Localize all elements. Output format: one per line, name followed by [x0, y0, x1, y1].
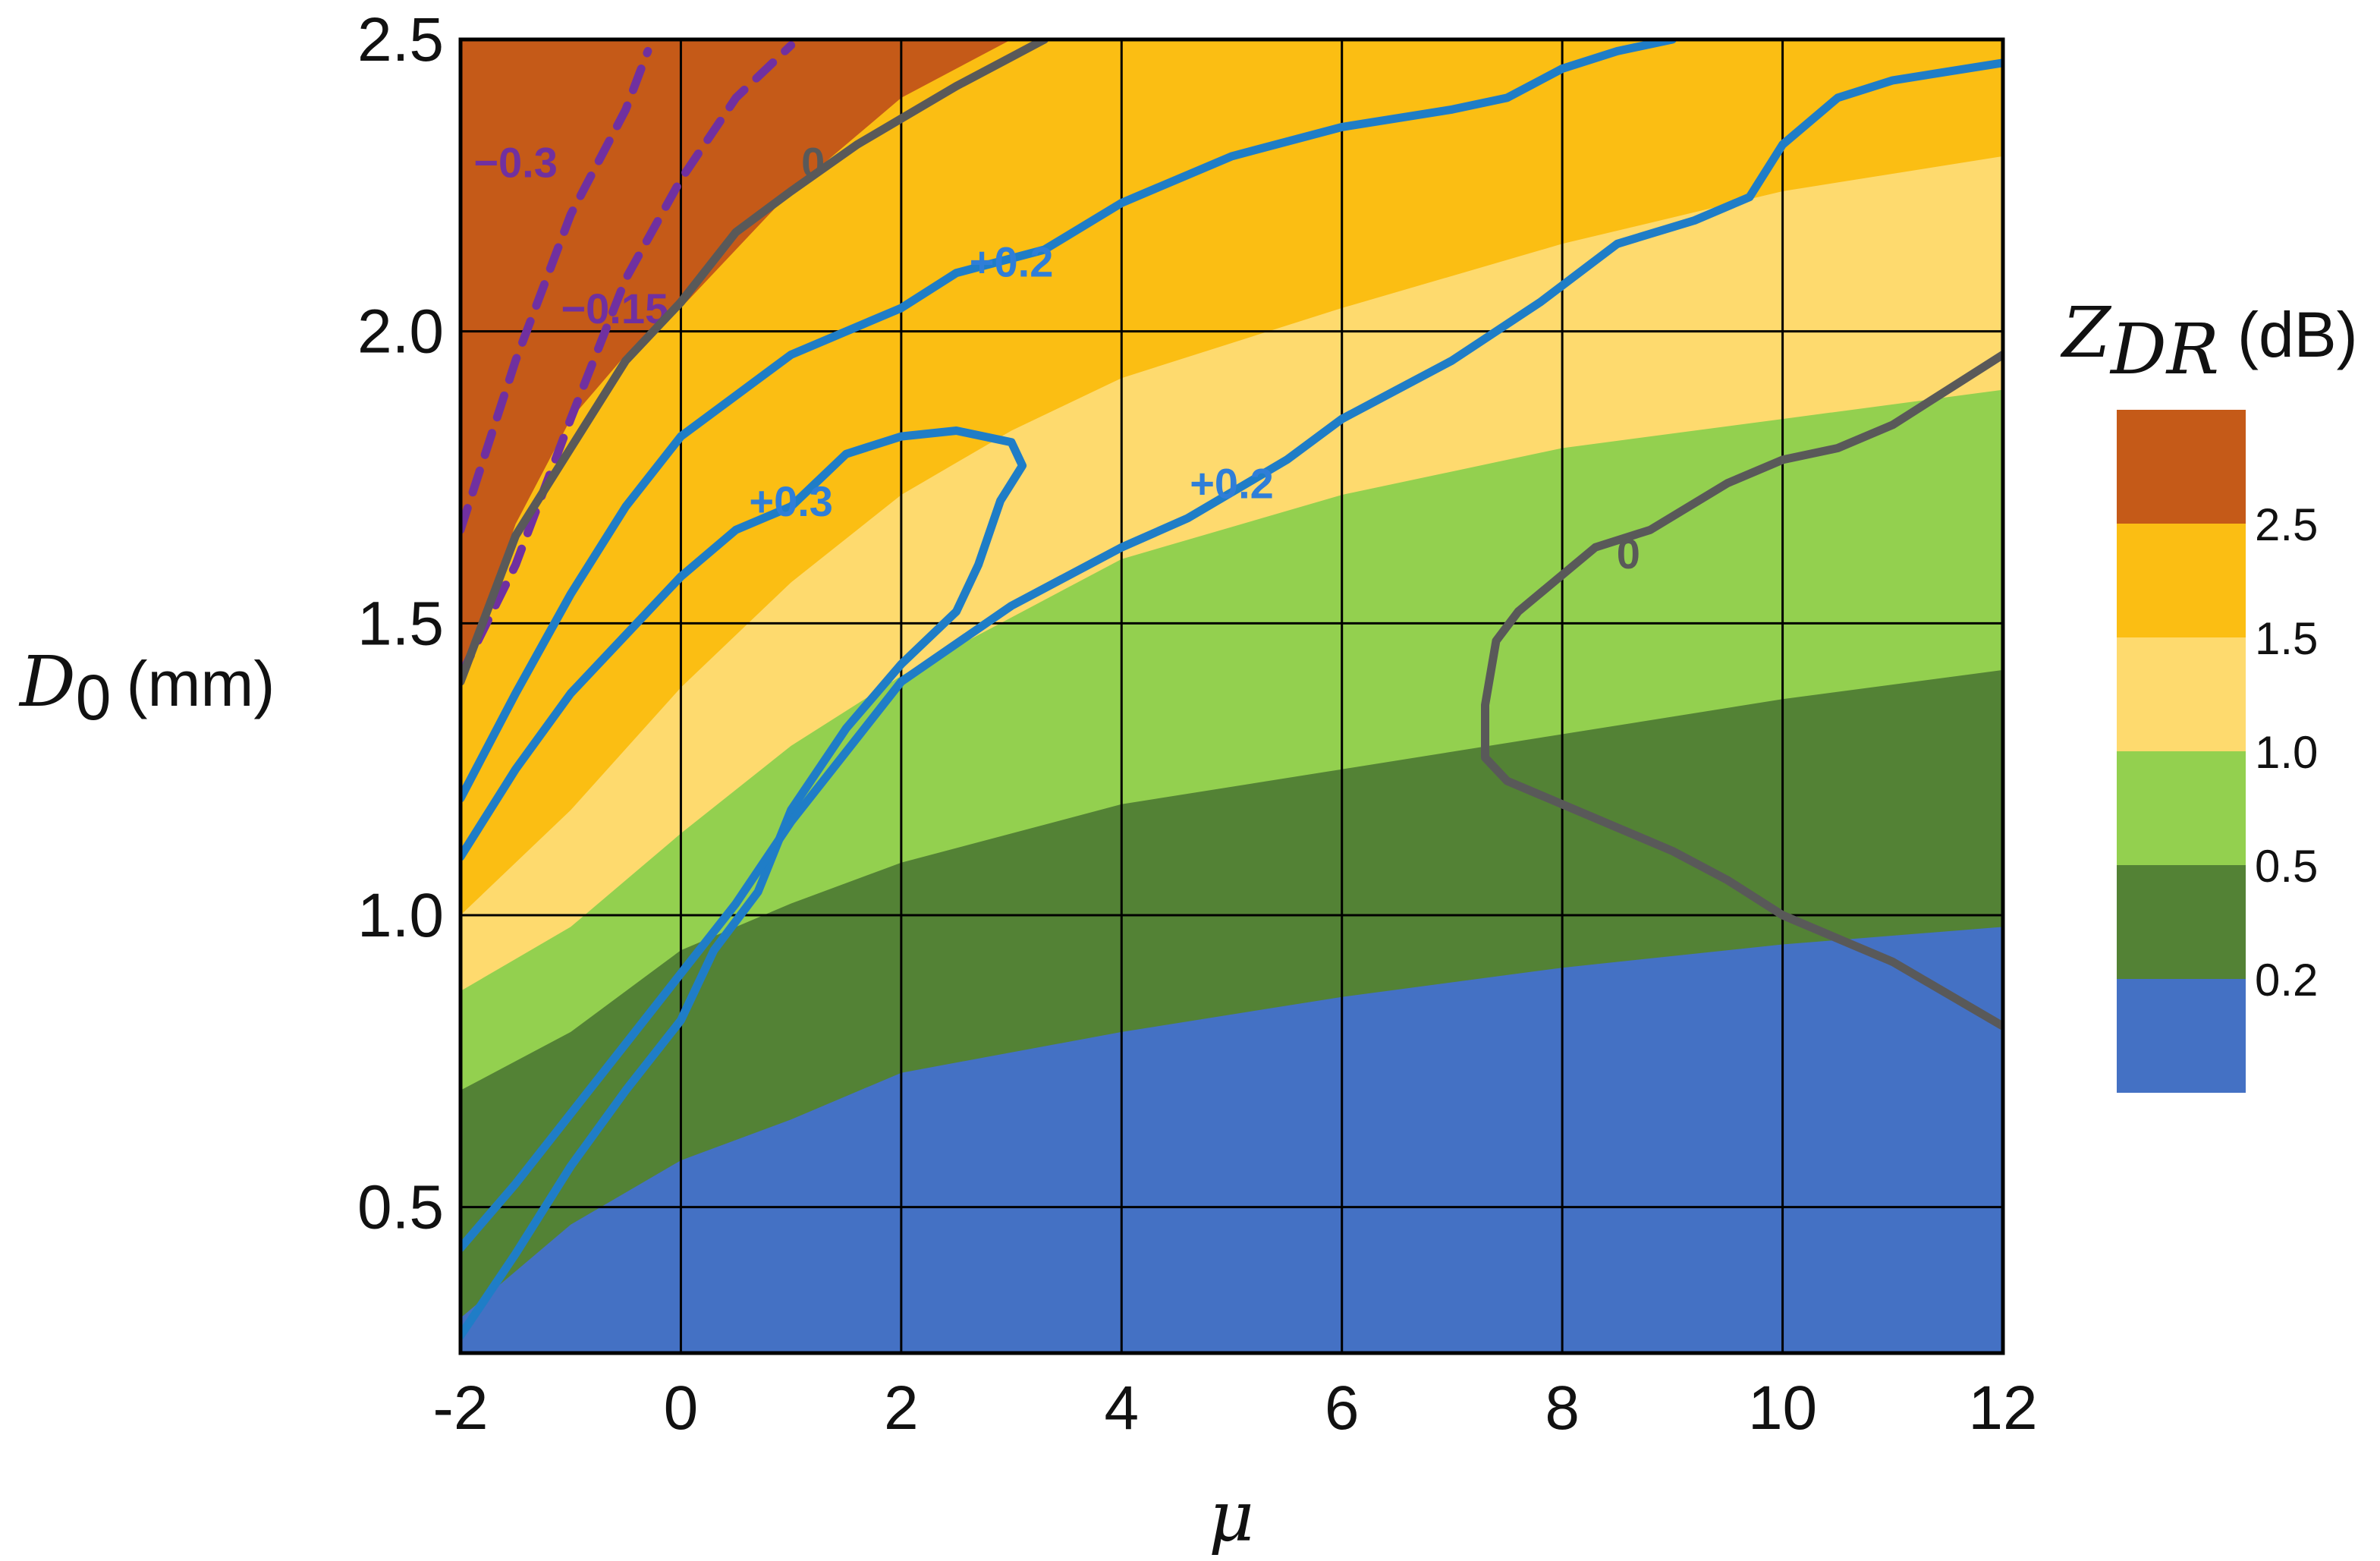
colorbar-segment	[2117, 524, 2246, 637]
colorbar-title: ZDR (dB)	[2060, 292, 2358, 390]
contour-line	[461, 426, 1027, 1340]
x-axis-label: μ	[1209, 1476, 1254, 1557]
x-tick-label: 6	[1325, 1374, 1360, 1443]
colorbar-segment	[2117, 865, 2246, 979]
y-tick-label: 1.5	[357, 589, 444, 658]
x-tick-label: 12	[1968, 1374, 2037, 1443]
contour-label: 0	[801, 139, 825, 187]
contour-label: −0.3	[473, 139, 558, 187]
y-tick-labels: 0.5 1.0 1.5 2.0 2.5	[357, 5, 444, 1242]
x-tick-labels: -2 0 2 4 6 8 10 12	[433, 1374, 2038, 1443]
x-tick-label: 8	[1545, 1374, 1580, 1443]
plot-frame	[458, 37, 2005, 1355]
x-tick-label: 2	[884, 1374, 919, 1443]
contour-label: 0	[1617, 530, 1640, 578]
contour-label: +0.2	[1190, 460, 1274, 508]
colorbar: 2.5 1.5 1.0 0.5 0.2	[2117, 410, 2318, 1093]
colorbar-segment	[2117, 637, 2246, 751]
y-tick-label: 0.5	[357, 1173, 444, 1242]
x-tick-label: 4	[1104, 1374, 1139, 1443]
y-tick-label: 2.0	[357, 297, 444, 367]
colorbar-tick-label: 0.2	[2255, 955, 2318, 1006]
contour-line	[461, 39, 1677, 803]
contour-line	[461, 58, 2003, 1252]
filled-contour-regions	[461, 39, 2003, 1353]
colorbar-segment	[2117, 410, 2246, 524]
region-below-0.2	[461, 927, 2003, 1353]
colorbar-tick-label: 1.5	[2255, 613, 2318, 664]
contour-line	[461, 41, 796, 681]
x-tick-label: -2	[433, 1374, 489, 1443]
contour-line	[461, 46, 652, 534]
y-tick-label: 1.0	[357, 881, 444, 950]
colorbar-segment	[2117, 979, 2246, 1093]
contour-label: −0.15	[561, 285, 668, 332]
y-tick-label: 2.5	[357, 5, 444, 74]
contour-lines: −0.3 −0.15 0 0 +0.3 +0.2 +0.2	[461, 39, 2003, 1340]
colorbar-segment	[2117, 751, 2246, 865]
x-tick-label: 0	[664, 1374, 699, 1443]
contour-label: +0.3	[749, 477, 833, 525]
colorbar-tick-label: 2.5	[2255, 499, 2318, 550]
colorbar-tick-label: 1.0	[2255, 727, 2318, 778]
contour-line	[461, 39, 1049, 686]
contour-line	[1481, 350, 2003, 1031]
contour-label: +0.2	[970, 238, 1054, 285]
y-axis-label: D0 (mm)	[18, 641, 275, 733]
x-tick-label: 10	[1748, 1374, 1817, 1443]
colorbar-tick-label: 0.5	[2255, 841, 2318, 892]
